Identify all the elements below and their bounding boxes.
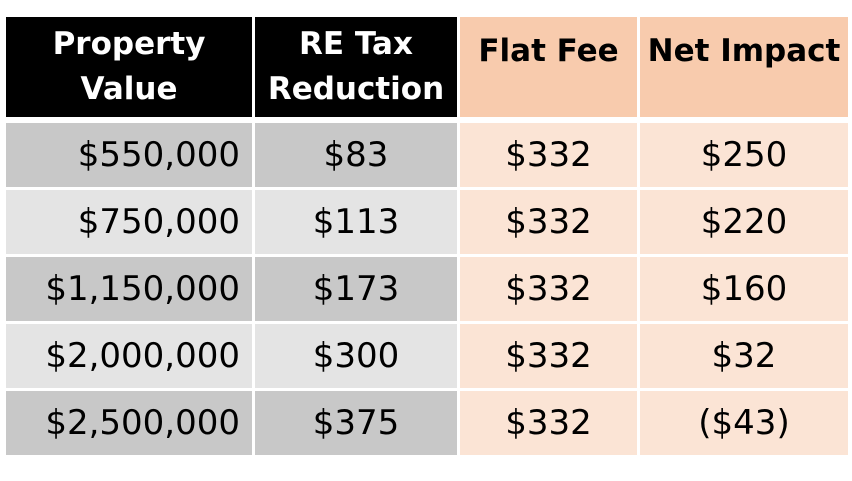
- property-tax-table: Property Value RE Tax Reduction Flat Fee…: [6, 17, 848, 458]
- cell-net-impact: $220: [640, 190, 848, 257]
- header-net-impact: Net Impact: [640, 17, 848, 123]
- cell-re-tax-reduction: $375: [255, 391, 460, 458]
- cell-re-tax-reduction: $83: [255, 123, 460, 190]
- cell-flat-fee: $332: [460, 324, 640, 391]
- cell-re-tax-reduction: $113: [255, 190, 460, 257]
- cell-re-tax-reduction: $300: [255, 324, 460, 391]
- header-re-tax-reduction-line2: Reduction: [267, 71, 445, 107]
- cell-net-impact: $250: [640, 123, 848, 190]
- cell-property-value: $550,000: [6, 123, 255, 190]
- cell-net-impact: $32: [640, 324, 848, 391]
- header-property-value-line2: Value: [80, 71, 178, 107]
- header-re-tax-reduction: RE Tax Reduction: [255, 17, 460, 123]
- header-property-value: Property Value: [6, 17, 255, 123]
- cell-flat-fee: $332: [460, 190, 640, 257]
- cell-re-tax-reduction: $173: [255, 257, 460, 324]
- header-flat-fee: Flat Fee: [460, 17, 640, 123]
- cell-property-value: $750,000: [6, 190, 255, 257]
- cell-property-value: $2,000,000: [6, 324, 255, 391]
- cell-flat-fee: $332: [460, 257, 640, 324]
- cell-net-impact: $160: [640, 257, 848, 324]
- cell-net-impact: ($43): [640, 391, 848, 458]
- header-re-tax-reduction-line1: RE Tax: [299, 26, 413, 63]
- header-property-value-line1: Property: [52, 26, 206, 63]
- cell-property-value: $1,150,000: [6, 257, 255, 324]
- cell-property-value: $2,500,000: [6, 391, 255, 458]
- cell-flat-fee: $332: [460, 123, 640, 190]
- cell-flat-fee: $332: [460, 391, 640, 458]
